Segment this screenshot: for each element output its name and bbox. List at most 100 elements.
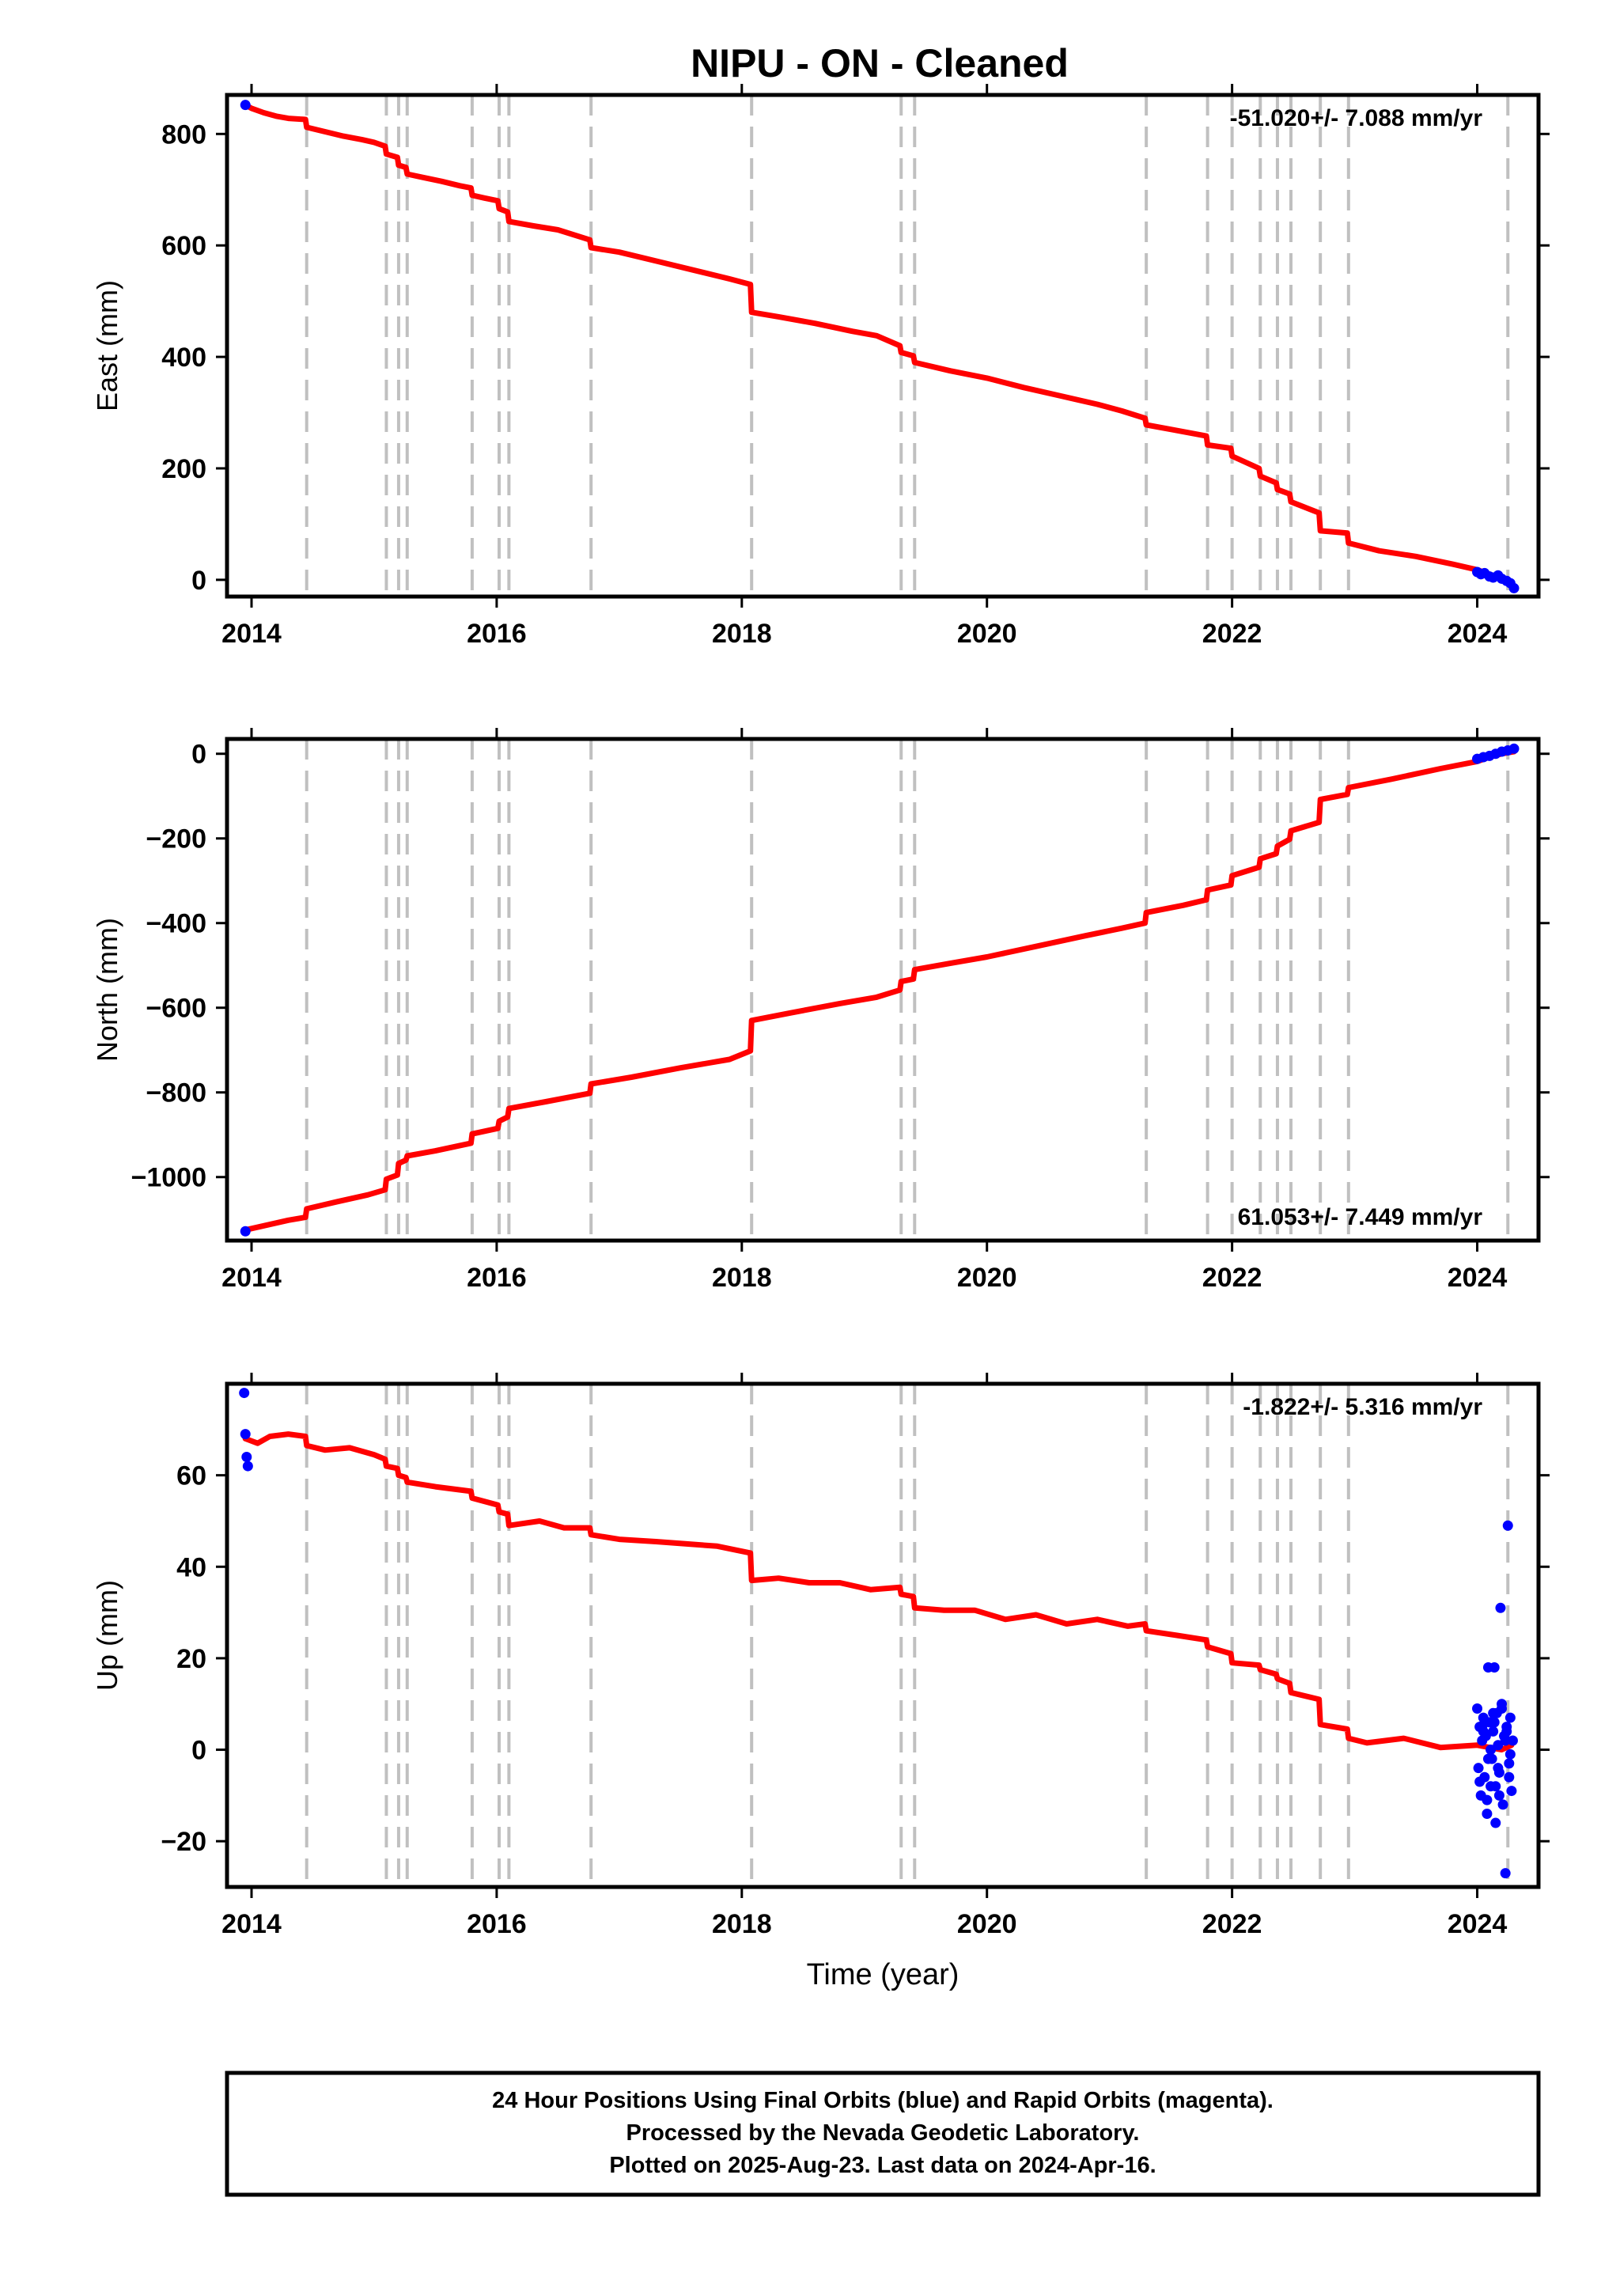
final-orbit-point (1507, 1735, 1518, 1746)
final-orbit-point (1488, 1726, 1499, 1737)
figure-title: NIPU - ON - Cleaned (691, 41, 1069, 85)
panel-frame (225, 93, 1541, 599)
final-orbit-point (1479, 1717, 1490, 1728)
final-orbit-point (239, 1388, 250, 1399)
x-axis-label: Time (year) (807, 1958, 959, 1991)
final-orbit-point (1490, 1817, 1501, 1828)
final-orbit-point (242, 1461, 253, 1472)
y-tick-label: −800 (146, 1078, 206, 1108)
final-orbit-point (1482, 1808, 1493, 1819)
x-tick-label: 2024 (1448, 1263, 1508, 1293)
panel-frame (225, 737, 1541, 1243)
x-tick-label: 2020 (957, 619, 1017, 649)
final-orbit-point (1495, 1602, 1506, 1613)
series-group (240, 100, 1520, 593)
x-tick-label: 2016 (467, 1909, 527, 1939)
final-orbit-point (240, 1429, 251, 1440)
equipment-change-lines (305, 1384, 1510, 1887)
y-tick-label: −1000 (131, 1163, 207, 1193)
final-orbit-point (240, 100, 251, 111)
x-tick-label: 2018 (712, 619, 772, 649)
panel-up: 2014 2016 2018 2020 2022 2024 −20 0 20 40 60 Up (mm… (91, 1373, 1550, 1991)
y-tick-label: −200 (146, 824, 206, 854)
final-orbit-point (1493, 1763, 1504, 1774)
footer-line-1: 24 Hour Positions Using Final Orbits (bl… (492, 2088, 1274, 2113)
final-orbit-point (1504, 1758, 1515, 1769)
final-orbit-point (1490, 1781, 1501, 1792)
y-tick-label: 0 (191, 566, 206, 596)
x-tick-label: 2022 (1202, 1909, 1262, 1939)
final-orbit-point (1504, 1749, 1516, 1760)
series-group (239, 1388, 1518, 1879)
x-tick-label: 2018 (712, 1263, 772, 1293)
y-tick-label: 400 (161, 343, 206, 373)
final-orbit-point (1474, 1776, 1486, 1787)
series-group (240, 743, 1520, 1237)
model-line (242, 748, 1517, 1233)
y-tick-label: 60 (176, 1461, 206, 1491)
y-tick-label: 800 (161, 119, 206, 150)
final-orbit-point (1489, 1717, 1500, 1728)
y-tick-label: −20 (161, 1827, 206, 1857)
velocity-rate-label: -51.020+/- 7.088 mm/yr (1230, 105, 1483, 131)
x-tick-label: 2016 (467, 1263, 527, 1293)
panels: 2014 2016 2018 2020 2022 20240200400600800Eas… (91, 84, 1550, 1991)
final-orbit-point (1486, 1745, 1497, 1756)
footer-line-3: Plotted on 2025-Aug-23. Last data on 202… (609, 2153, 1156, 2178)
y-axis-label: North (mm) (91, 918, 123, 1062)
final-orbit-point (1482, 1753, 1493, 1764)
x-tick-label: 2014 (221, 619, 282, 649)
final-orbit-point (1497, 1703, 1508, 1714)
final-orbit-point (1493, 1740, 1504, 1751)
y-axis-label: East (mm) (91, 280, 123, 411)
panel-east: 2014 2016 2018 2020 2022 2024 0 200 400 600 800 Eas… (91, 84, 1550, 649)
y-tick-label: 40 (176, 1552, 206, 1582)
final-orbit-point (1508, 743, 1520, 754)
x-tick-label: 2022 (1202, 619, 1262, 649)
model-line (242, 102, 1512, 587)
x-tick-label: 2024 (1448, 1909, 1508, 1939)
final-orbit-point (1508, 582, 1520, 593)
x-tick-label: 2018 (712, 1909, 772, 1939)
final-orbit-point (1493, 1790, 1504, 1801)
final-orbit-point (1504, 1712, 1516, 1723)
final-orbit-point (240, 1226, 251, 1237)
model-line (242, 1431, 1515, 1752)
x-tick-label: 2014 (221, 1263, 282, 1293)
y-tick-label: 0 (191, 740, 206, 770)
y-tick-label: −600 (146, 994, 206, 1024)
final-orbit-point (1482, 1794, 1493, 1805)
panel-north: 2014 2016 2018 2020 2022 2024 −1000 −800 −600 −40… (91, 728, 1550, 1293)
final-orbit-point (1488, 1707, 1499, 1718)
x-tick-label: 2020 (957, 1909, 1017, 1939)
x-tick-label: 2014 (221, 1909, 282, 1939)
final-orbit-point (1506, 1786, 1517, 1797)
x-tick-label: 2016 (467, 619, 527, 649)
footer-box: 24 Hour Positions Using Final Orbits (bl… (225, 2071, 1541, 2197)
velocity-rate-label: -1.822+/- 5.316 mm/yr (1243, 1394, 1482, 1420)
final-orbit-point (241, 1452, 252, 1463)
y-axis-label: Up (mm) (91, 1580, 123, 1691)
final-orbit-point (1504, 1771, 1515, 1783)
x-tick-label: 2020 (957, 1263, 1017, 1293)
velocity-rate-label: 61.053+/- 7.449 mm/yr (1238, 1204, 1483, 1230)
final-orbit-point (1500, 1868, 1511, 1879)
panel-frame (225, 1381, 1541, 1889)
final-orbit-point (1501, 1726, 1512, 1737)
footer-frame (225, 2071, 1541, 2197)
x-tick-label: 2022 (1202, 1263, 1262, 1293)
y-tick-label: 0 (191, 1736, 206, 1766)
final-orbit-point (1502, 1520, 1513, 1531)
y-tick-label: 200 (161, 454, 206, 484)
equipment-change-lines (305, 739, 1510, 1241)
equipment-change-lines (305, 95, 1510, 597)
final-orbit-point (1472, 1703, 1483, 1714)
footer-line-2: Processed by the Nevada Geodetic Laborat… (626, 2120, 1140, 2146)
y-tick-label: −400 (146, 909, 206, 939)
y-tick-label: 600 (161, 231, 206, 261)
final-orbit-point (1473, 1763, 1484, 1774)
y-tick-label: 20 (176, 1644, 206, 1674)
final-orbit-point (1489, 1661, 1500, 1673)
final-orbit-point (1497, 1799, 1508, 1810)
